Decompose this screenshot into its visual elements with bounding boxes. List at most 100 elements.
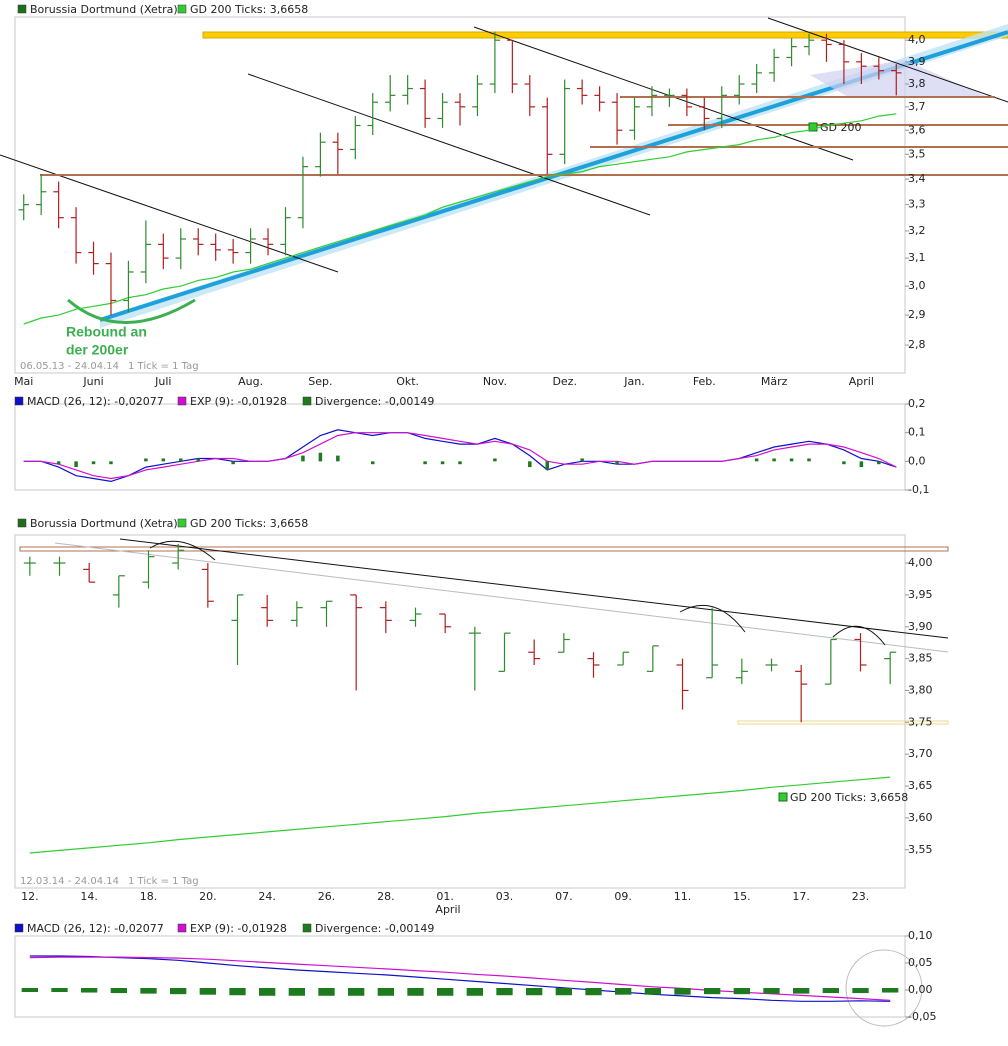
divergence-bar bbox=[458, 461, 462, 465]
tick-note: 1 Tick = 1 Tag bbox=[128, 876, 199, 887]
divergence-bar bbox=[437, 988, 454, 996]
ma-label: GD 200 Ticks: 3,6658 bbox=[790, 791, 908, 804]
x-tick-label: 01. bbox=[436, 890, 454, 903]
divergence-bar bbox=[91, 461, 96, 465]
macd-line bbox=[29, 955, 891, 1002]
x-tick-label: 26. bbox=[318, 890, 336, 903]
x-tick-label: Aug. bbox=[238, 375, 263, 388]
annotation: Rebound an bbox=[66, 324, 147, 340]
divergence-bar bbox=[526, 988, 543, 996]
divergence-bar bbox=[555, 988, 572, 996]
y-tick-label: 3,1 bbox=[908, 251, 926, 264]
divergence-bar bbox=[140, 988, 157, 994]
drawing-tools bbox=[19, 538, 949, 1027]
x-tick-label: Jan. bbox=[623, 375, 644, 388]
divergence-bar bbox=[789, 458, 794, 462]
divergence-bar bbox=[585, 988, 602, 996]
divergence-bar bbox=[615, 461, 619, 465]
y-tick-label: 3,2 bbox=[908, 224, 926, 237]
x-tick-label: Sep. bbox=[308, 375, 332, 388]
divergence-bar bbox=[466, 988, 483, 996]
trend-line bbox=[767, 17, 1008, 103]
macd-line bbox=[23, 432, 897, 480]
y-tick-label: -0,05 bbox=[908, 1010, 936, 1023]
y-tick-label: 0,05 bbox=[908, 956, 933, 969]
divergence-bar bbox=[754, 458, 759, 462]
y-tick-label: 3,80 bbox=[908, 683, 933, 696]
divergence-bar bbox=[733, 988, 750, 995]
divergence-bar bbox=[301, 455, 305, 462]
y-tick-label: 0,1 bbox=[908, 426, 926, 439]
legend-swatch bbox=[177, 396, 187, 406]
divergence-bar bbox=[423, 461, 427, 465]
trend-line bbox=[119, 538, 949, 639]
divergence-bar bbox=[348, 988, 365, 996]
divergence-bar bbox=[644, 988, 661, 995]
legend-label: Divergence: -0,00149 bbox=[315, 922, 434, 935]
divergence-bar bbox=[318, 988, 335, 996]
divergence-bar bbox=[763, 988, 780, 994]
divergence-bar bbox=[56, 461, 61, 465]
legend-label: GD 200 Ticks: 3,6658 bbox=[190, 3, 308, 16]
y-tick-label: 3,65 bbox=[908, 779, 933, 792]
legend-label: GD 200 Ticks: 3,6658 bbox=[190, 517, 308, 530]
divergence-bar bbox=[109, 461, 113, 465]
divergence-bar bbox=[179, 458, 183, 462]
divergence-bar bbox=[580, 458, 584, 462]
legend-label: Divergence: -0,00149 bbox=[315, 395, 434, 408]
divergence-bar bbox=[110, 988, 127, 994]
legend-label: Borussia Dortmund (Xetra) bbox=[30, 517, 178, 530]
x-tick-label: 18. bbox=[140, 890, 158, 903]
y-tick-label: 0,2 bbox=[908, 397, 926, 410]
plot-frame bbox=[14, 935, 906, 1018]
x-month-label: April bbox=[435, 903, 460, 916]
legend-label: EXP (9): -0,01928 bbox=[190, 395, 287, 408]
divergence-bar bbox=[822, 988, 839, 994]
y-tick-label: 3,70 bbox=[908, 747, 933, 760]
divergence-bar bbox=[877, 461, 881, 465]
y-tick-label: 3,55 bbox=[908, 843, 933, 856]
trend-line bbox=[473, 26, 854, 161]
divergence-bar bbox=[493, 458, 497, 462]
legend-swatch bbox=[302, 396, 312, 406]
arc bbox=[149, 540, 216, 561]
y-tick-label: 2,8 bbox=[908, 338, 926, 351]
legend-swatch bbox=[14, 923, 24, 933]
divergence-bar bbox=[615, 988, 632, 995]
x-tick-label: 17. bbox=[792, 890, 810, 903]
divergence-bar bbox=[440, 461, 445, 465]
x-tick-label: Dez. bbox=[552, 375, 577, 388]
plot-frame bbox=[14, 534, 906, 889]
divergence-bar bbox=[51, 988, 68, 992]
x-tick-label: 20. bbox=[199, 890, 217, 903]
y-tick-label: 4,00 bbox=[908, 556, 933, 569]
y-tick-label: 0,00 bbox=[908, 983, 933, 996]
y-tick-label: 3,7 bbox=[908, 100, 926, 113]
y-tick-label: 3,3 bbox=[908, 198, 926, 211]
x-tick-label: Okt. bbox=[396, 375, 419, 388]
divergence-bar bbox=[674, 988, 691, 995]
ma-line bbox=[23, 113, 897, 325]
y-tick-label: 3,8 bbox=[908, 77, 926, 90]
x-tick-label: 11. bbox=[674, 890, 692, 903]
legend-swatch bbox=[177, 518, 187, 528]
divergence-bar bbox=[74, 461, 78, 468]
x-tick-label: Nov. bbox=[483, 375, 507, 388]
x-tick-label: 09. bbox=[614, 890, 632, 903]
legend-swatch bbox=[17, 4, 27, 14]
legend-swatch bbox=[17, 518, 27, 528]
y-tick-label: 3,75 bbox=[908, 715, 933, 728]
date-range: 06.05.13 - 24.04.14 bbox=[20, 361, 119, 372]
y-tick-label: 3,5 bbox=[908, 147, 926, 160]
legend-swatch bbox=[177, 4, 187, 14]
divergence-bar bbox=[793, 988, 810, 994]
divergence-bar bbox=[231, 461, 235, 465]
macd-line bbox=[23, 429, 897, 483]
divergence-bar bbox=[81, 988, 98, 993]
legend-swatch bbox=[302, 923, 312, 933]
annotation: der 200er bbox=[66, 342, 129, 358]
divergence-bar bbox=[882, 988, 899, 993]
divergence-bar bbox=[528, 461, 532, 468]
divergence-bar bbox=[336, 455, 340, 462]
divergence-bar bbox=[407, 988, 424, 996]
